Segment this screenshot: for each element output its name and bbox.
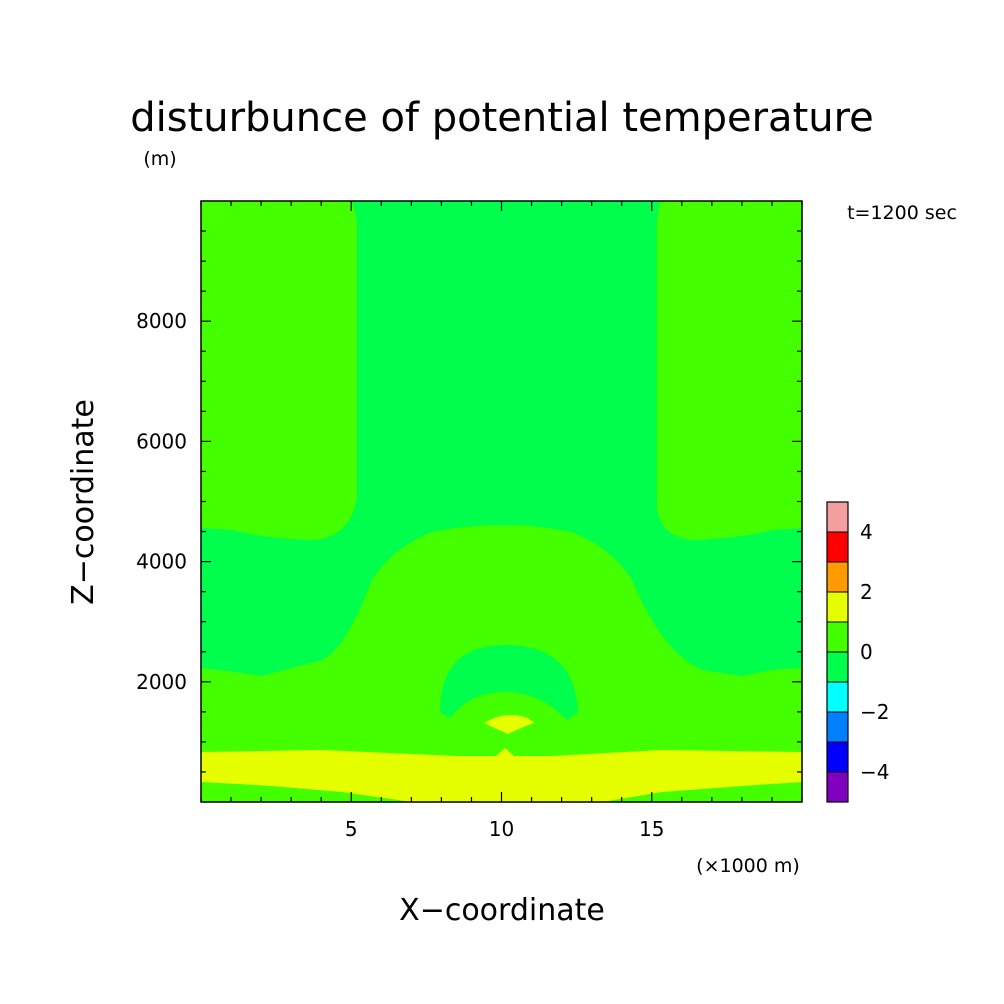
- colorbar-tick-label: 4: [860, 520, 873, 544]
- region-arc: [440, 645, 578, 720]
- chart-title: disturbunce of potential temperature: [130, 95, 874, 141]
- x-unit-label: (×1000 m): [696, 855, 800, 877]
- contour-field: [201, 201, 802, 802]
- colorbar-tick-label: −2: [860, 700, 889, 724]
- x-tick-label: 10: [489, 817, 514, 841]
- colorbar-swatch: [827, 562, 848, 592]
- y-tick-label: 4000: [136, 550, 187, 574]
- x-tick-label: 5: [345, 817, 358, 841]
- y-tick-label: 6000: [136, 429, 187, 453]
- colorbar-swatch: [827, 622, 848, 652]
- colorbar-tick-label: 0: [860, 640, 873, 664]
- axes: 5 10 15 2000 4000 6000 8000: [136, 201, 803, 841]
- region-small-warm-blob: [484, 714, 534, 734]
- units-label: (m): [143, 148, 176, 170]
- colorbar-swatch: [827, 592, 848, 622]
- x-axis-label: X−coordinate: [399, 893, 605, 928]
- x-tick-label: 15: [639, 817, 664, 841]
- colorbar-swatch: [827, 742, 848, 772]
- colorbar-swatch: [827, 712, 848, 742]
- y-axis-label: Z−coordinate: [66, 399, 101, 605]
- colorbar-tick-label: −4: [860, 760, 889, 784]
- colorbar: −4 −2 0 2 4: [826, 501, 889, 803]
- colorbar-swatch: [827, 772, 848, 802]
- colorbar-tick-label: 2: [860, 580, 873, 604]
- region-surface-warm-band: [201, 748, 802, 802]
- region-upper-plume: [201, 201, 802, 676]
- colorbar-swatch: [827, 682, 848, 712]
- y-tick-label: 2000: [136, 670, 187, 694]
- time-label: t=1200 sec: [847, 202, 957, 224]
- colorbar-swatch: [827, 502, 848, 532]
- colorbar-swatch: [827, 652, 848, 682]
- colorbar-swatch: [827, 532, 848, 562]
- y-tick-label: 8000: [136, 309, 187, 333]
